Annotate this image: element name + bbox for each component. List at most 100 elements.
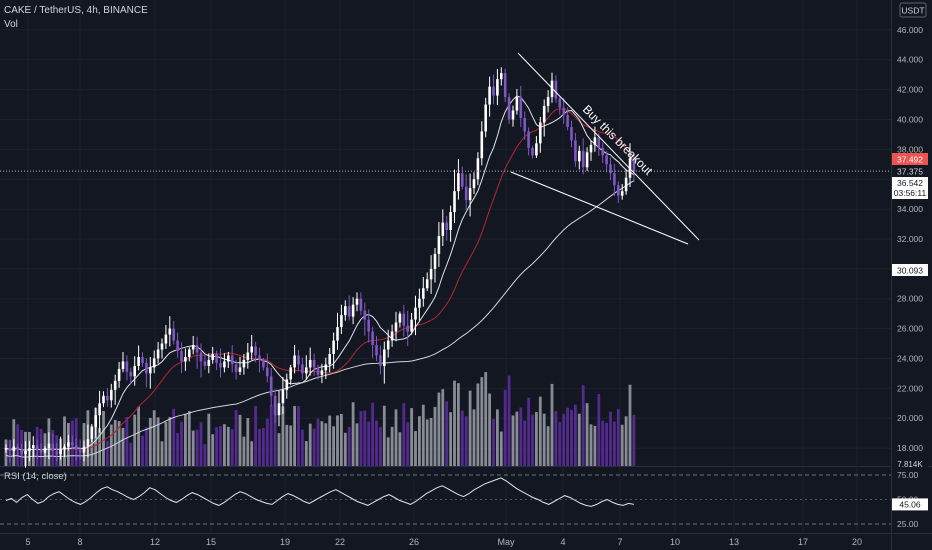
candle-body (145, 362, 148, 374)
candle-body (110, 389, 113, 401)
volume-bar (499, 431, 503, 466)
volume-bar (250, 441, 254, 466)
candle-body (437, 235, 441, 254)
volume-bar (285, 424, 289, 466)
wedge-upper-trendline[interactable] (517, 52, 700, 241)
candle-body (86, 439, 90, 447)
volume-bar (304, 441, 308, 466)
volume-bar (137, 406, 140, 466)
candle-body (227, 355, 230, 362)
volume-bar (172, 408, 176, 466)
volume-bar (379, 427, 382, 466)
volume-bar (519, 407, 523, 466)
candle-body (496, 79, 499, 96)
candle-body (476, 158, 480, 180)
candle-body (566, 115, 569, 127)
candle-body (129, 371, 133, 377)
volume-bar (316, 418, 320, 466)
candle-body (266, 367, 269, 377)
candle-body (453, 191, 456, 213)
candle-body (578, 150, 581, 162)
time-tick-label: 5 (25, 537, 30, 547)
volume-bar (273, 404, 277, 466)
candle-body (125, 361, 129, 372)
candle-body (527, 131, 530, 148)
candle-body (24, 451, 27, 455)
currency-label: USDT (901, 6, 924, 16)
price-tick-label: 18.000 (897, 443, 923, 453)
price-tick-label: 26.000 (897, 324, 923, 334)
candle-body (20, 449, 23, 455)
main-pane[interactable] (0, 0, 891, 466)
volume-bar (289, 425, 293, 466)
volume-bar (269, 405, 273, 466)
volume-bar (453, 380, 456, 466)
candle-body (273, 395, 277, 416)
volume-bar (203, 444, 207, 466)
price-axis[interactable]: 46.00044.00042.00040.00038.00036.00034.0… (897, 25, 923, 453)
volume-bar (542, 413, 546, 466)
volume-bar (359, 411, 363, 466)
volume-bar (620, 424, 624, 466)
candle-body (515, 97, 519, 111)
time-tick-label: 12 (150, 537, 160, 547)
candle-body (457, 173, 460, 192)
candle-body (394, 322, 398, 332)
candle-body (90, 427, 94, 440)
candle-body (425, 279, 429, 289)
volume-bar (258, 428, 261, 466)
volume-bar (371, 402, 374, 466)
candle-body (230, 355, 234, 365)
volume-bar (129, 442, 133, 466)
candle-body (601, 147, 604, 156)
candle-body (211, 353, 214, 360)
volume-bar (133, 414, 137, 466)
volume-bar (195, 429, 199, 466)
candle-body (581, 150, 585, 168)
volume-bar (117, 421, 121, 466)
candle-body (277, 403, 281, 416)
candle-body (550, 80, 554, 98)
volume-bar (589, 424, 593, 466)
wedge-lower-trendline[interactable] (510, 171, 689, 245)
volume-bar (593, 425, 597, 466)
candle-body (484, 104, 487, 132)
candle-body (351, 304, 355, 317)
candle-body (562, 107, 565, 116)
volume-bar (211, 434, 215, 466)
candle-body (488, 86, 491, 105)
candle-body (43, 448, 47, 453)
volume-bar (336, 415, 339, 466)
time-axis[interactable]: 5 8 12 15 19 22 26 May 4 7 10 13 17 20 (25, 537, 862, 547)
volume-bar (624, 416, 628, 466)
time-tick-label: 15 (206, 537, 216, 547)
candle-body (312, 359, 316, 368)
price-tags: 37.492 37.375 36.542 03:56:11 30.093 7.8… (892, 153, 928, 469)
candle-body (546, 97, 550, 107)
candle-body (258, 355, 261, 360)
volume-indicator-label[interactable]: Vol (4, 19, 18, 30)
candle-body (340, 315, 343, 328)
symbol-title[interactable]: CAKE / TetherUS, 4h, BINANCE (4, 5, 148, 16)
rsi-level-label: 25.00 (897, 519, 919, 529)
candle-body (16, 446, 19, 450)
candle-body (106, 395, 109, 401)
wedge-drawing[interactable] (510, 52, 700, 245)
volume-bar (558, 421, 562, 466)
rsi-title[interactable]: RSI (14, close) (4, 471, 67, 482)
currency-badge[interactable] (899, 2, 927, 18)
volume-bar (90, 425, 94, 466)
ma200-price-value: 30.093 (897, 266, 923, 276)
candle-body (219, 362, 222, 368)
candle-body (51, 443, 55, 452)
candle-body (398, 313, 402, 323)
candle-body (344, 306, 347, 316)
candle-body (605, 155, 608, 165)
price-tick-label: 20.000 (897, 413, 923, 423)
volume-bar (515, 411, 519, 466)
volume-bar (507, 375, 511, 466)
ma-slow-line (5, 180, 635, 458)
volume-bar (215, 427, 218, 466)
volume-bar (402, 403, 406, 466)
